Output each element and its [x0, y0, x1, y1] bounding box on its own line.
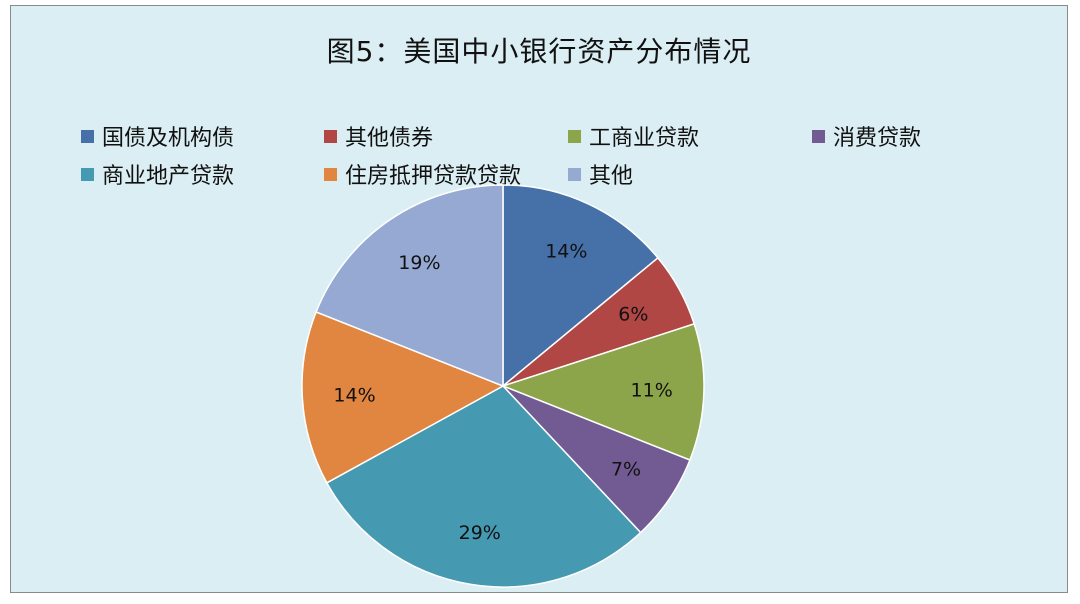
legend-swatch-0 [81, 129, 94, 143]
legend-swatch-1 [324, 129, 337, 143]
legend-swatch-5 [324, 167, 337, 181]
legend-item-1: 其他债券 [324, 120, 433, 152]
pie-slice-6 [315, 184, 504, 388]
slice-label-4: 29% [459, 522, 501, 544]
slice-label-1: 6% [618, 303, 648, 325]
legend-item-0: 国债及机构债 [81, 120, 234, 152]
legend-swatch-2 [568, 129, 581, 143]
slice-label-3: 7% [611, 459, 641, 481]
slice-label-2: 11% [631, 380, 673, 402]
pie-chart: 14% 6% 11% 7% 29% 14% 19% [301, 184, 705, 588]
legend-swatch-4 [81, 167, 94, 181]
legend-item-4: 商业地产贷款 [81, 158, 234, 190]
legend: 国债及机构债 其他债券 工商业贷款 消费贷款 商业地产贷款 住房抵押贷款贷款 其… [81, 120, 981, 200]
legend-label-6: 其他 [589, 164, 634, 189]
pie-slice-4 [325, 385, 642, 588]
slice-label-5: 14% [333, 384, 375, 406]
legend-label-3: 消费贷款 [833, 126, 922, 151]
legend-item-6: 其他 [568, 158, 633, 190]
legend-label-1: 其他债券 [345, 126, 434, 151]
legend-label-4: 商业地产贷款 [102, 164, 235, 189]
pie-slice-0 [502, 184, 659, 388]
legend-swatch-3 [812, 129, 825, 143]
legend-label-2: 工商业贷款 [589, 126, 700, 151]
chart-title: 图5：美国中小银行资产分布情况 [326, 35, 752, 68]
slice-label-0: 14% [545, 240, 587, 262]
legend-swatch-6 [568, 167, 581, 181]
legend-label-0: 国债及机构债 [102, 126, 235, 151]
pie-slice-2 [500, 322, 705, 461]
pie-slice-5 [301, 311, 505, 484]
legend-item-3: 消费贷款 [812, 120, 921, 152]
chart-frame: 图5：美国中小银行资产分布情况 国债及机构债 其他债券 工商业贷款 消费贷款 商… [10, 5, 1068, 593]
slice-label-6: 19% [398, 252, 440, 274]
legend-item-2: 工商业贷款 [568, 120, 699, 152]
